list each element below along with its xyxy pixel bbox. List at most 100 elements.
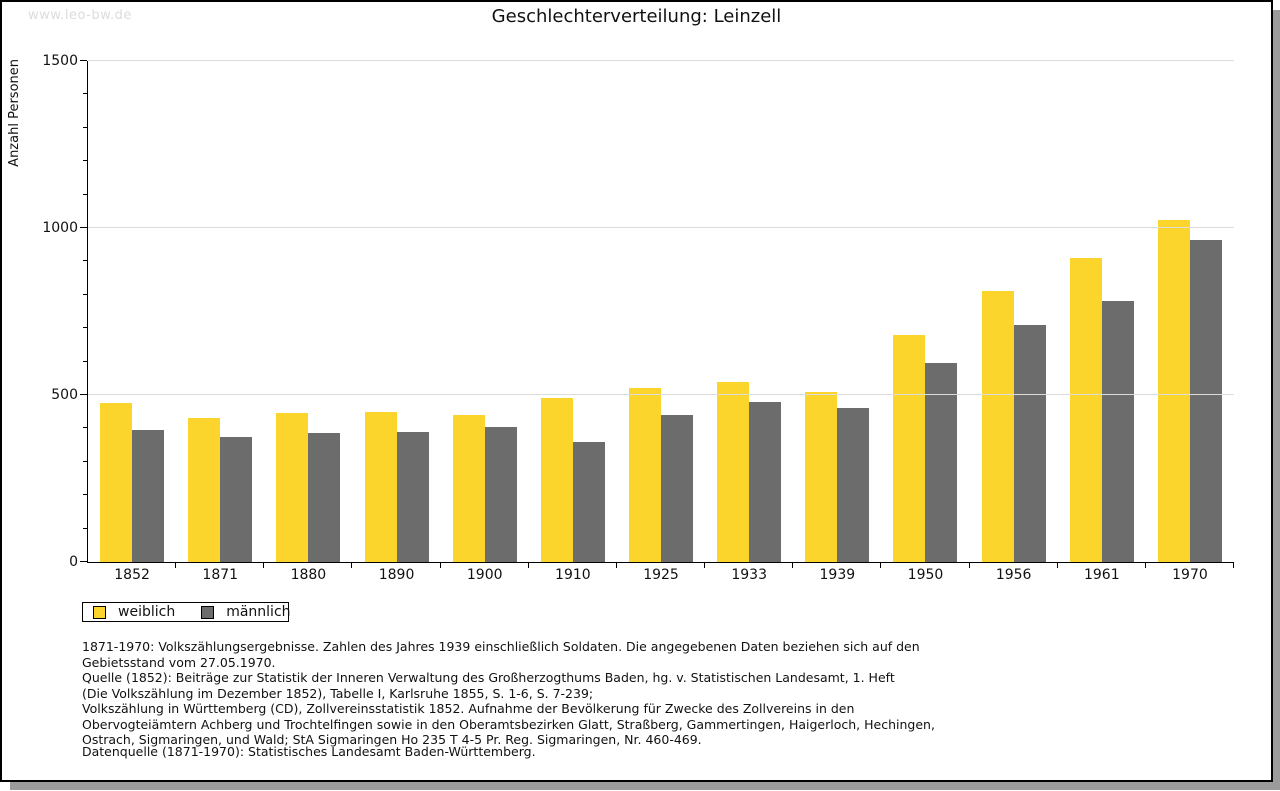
note-line: (Die Volkszählung im Dezember 1852), Tab…	[82, 685, 594, 701]
bar-männlich-1925	[661, 415, 694, 562]
maennlich-swatch-icon	[201, 605, 215, 619]
bar-männlich-1890	[396, 431, 429, 562]
x-axis-tick	[792, 563, 794, 568]
x-axis-label: 1925	[643, 567, 679, 583]
x-axis-tick	[1233, 563, 1235, 568]
x-axis-label: 1871	[202, 567, 239, 583]
bar-weiblich-1970	[1157, 219, 1190, 562]
bar-weiblich-1950	[893, 334, 926, 562]
y-major-tick	[80, 60, 87, 61]
x-axis-tick	[1144, 563, 1146, 568]
bar-männlich-1956	[1013, 324, 1046, 562]
y-axis-title: Anzahl Personen	[7, 59, 22, 167]
x-axis-label: 1910	[555, 567, 591, 583]
note-line: Gebietsstand vom 27.05.1970.	[82, 654, 276, 670]
bar-group-1950: 1950	[881, 61, 970, 583]
x-axis-tick	[704, 563, 706, 568]
legend-item-maennlich: männlich	[201, 604, 291, 620]
legend-label: männlich	[226, 604, 291, 620]
legend-item-weiblich: weiblich	[93, 604, 175, 620]
note-line: Quelle (1852): Beiträge zur Statistik de…	[82, 670, 895, 685]
x-axis-label: 1950	[907, 567, 944, 583]
y-minor-tick	[83, 260, 87, 262]
data-source-line: Datenquelle (1871-1970): Statistisches L…	[82, 744, 536, 759]
y-minor-tick	[83, 160, 87, 162]
x-axis-tick	[1056, 563, 1058, 568]
legend: weiblich männlich	[82, 602, 291, 622]
y-minor-tick	[83, 360, 87, 362]
bar-group-1910: 1910	[529, 61, 617, 583]
x-axis-tick	[615, 563, 617, 568]
y-axis-label: 1000	[42, 220, 78, 237]
note-line: Volkszählung in Württemberg (CD), Zollve…	[82, 701, 855, 716]
note-line: Ostrach, Sigmaringen, und Wald; StA Sigm…	[82, 732, 702, 747]
x-axis-tick	[527, 563, 529, 568]
y-minor-tick	[83, 293, 87, 295]
x-axis-tick	[968, 563, 970, 568]
x-axis-tick	[263, 563, 265, 568]
bar-männlich-1852	[132, 430, 165, 562]
y-minor-tick	[83, 527, 87, 529]
bar-männlich-1933	[749, 401, 782, 562]
bar-weiblich-1900	[452, 415, 485, 562]
y-minor-tick	[83, 193, 87, 195]
y-minor-tick	[83, 126, 87, 128]
bar-group-1961: 1961	[1058, 61, 1146, 583]
gridline-1000	[88, 227, 1234, 228]
x-axis-label: 1939	[819, 567, 856, 583]
bar-weiblich-1880	[276, 413, 309, 562]
y-minor-tick	[83, 427, 87, 429]
bar-weiblich-1956	[981, 291, 1014, 562]
y-major-tick	[80, 394, 87, 395]
bar-group-1852: 1852	[88, 61, 177, 583]
y-axis-label: 1500	[42, 53, 78, 69]
bar-group-1970: 1970	[1146, 61, 1235, 583]
bar-group-1890: 1890	[352, 61, 441, 583]
y-axis-label: 500	[51, 387, 78, 404]
x-axis-tick	[351, 563, 353, 568]
bar-group-1871: 1871	[176, 61, 265, 583]
y-minor-tick	[83, 327, 87, 329]
weiblich-swatch-icon	[93, 605, 106, 619]
legend-label: weiblich	[118, 604, 176, 620]
x-axis-label: 1933	[731, 567, 767, 583]
x-axis-label: 1956	[995, 567, 1032, 583]
watermark: www.leo-bw.de	[28, 8, 132, 23]
plot-area: 1852 1871 1880 1890 1900 1910 1925 1933 1939 1950…	[42, 53, 1235, 583]
x-axis-label: 1900	[466, 567, 503, 583]
y-minor-tick	[83, 460, 87, 462]
gridline-500	[88, 394, 1234, 395]
y-minor-tick	[83, 93, 87, 95]
bar-männlich-1950	[925, 363, 958, 562]
bar-männlich-1961	[1101, 301, 1134, 562]
x-axis-label: 1961	[1083, 567, 1120, 583]
bar-group-1880: 1880	[264, 61, 353, 583]
bar-männlich-1970	[1189, 239, 1222, 562]
bar-männlich-1910	[572, 441, 605, 562]
bar-weiblich-1910	[540, 398, 573, 562]
bar-männlich-1939	[837, 408, 870, 562]
bar-group-1939: 1939	[793, 61, 882, 583]
bar-group-1900: 1900	[441, 61, 529, 583]
footnotes: 1871-1970: Volkszählungsergebnisse. Zahl…	[82, 639, 935, 748]
bar-weiblich-1852	[100, 403, 133, 562]
x-axis-tick	[880, 563, 882, 568]
y-minor-tick	[83, 494, 87, 496]
x-axis-label: 1970	[1172, 567, 1208, 583]
x-axis-label: 1890	[378, 567, 415, 583]
y-axis-label: 0	[69, 554, 78, 570]
bar-weiblich-1890	[364, 411, 397, 562]
bar-weiblich-1871	[188, 418, 221, 562]
y-major-tick	[80, 561, 87, 562]
chart-title: Geschlechterverteilung: Leinzell	[491, 6, 782, 27]
bar-weiblich-1933	[717, 381, 750, 562]
bar-männlich-1880	[308, 433, 341, 562]
y-major-tick	[80, 227, 87, 228]
x-axis-label: 1852	[114, 567, 150, 583]
bar-weiblich-1939	[805, 391, 838, 562]
gridline-1500	[88, 60, 1234, 61]
bar-group-1956: 1956	[970, 61, 1058, 583]
bar-groups: 1852 1871 1880 1890 1900 1910 1925 1933 1939 1950…	[88, 61, 1235, 583]
